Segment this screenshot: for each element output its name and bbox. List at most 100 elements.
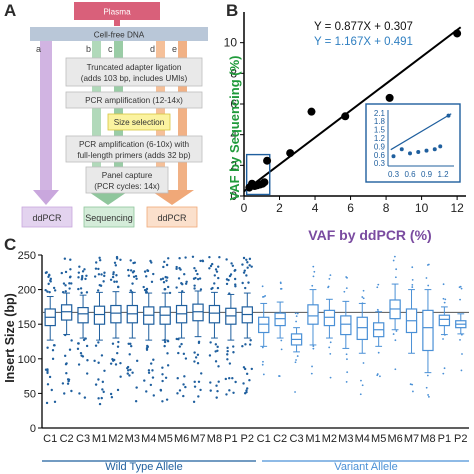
boxplot-box (110, 304, 122, 324)
boxplot-box (274, 312, 286, 327)
boxplot-outlier (97, 361, 100, 364)
boxplot-outlier (64, 290, 67, 293)
boxplot-outlier (53, 289, 57, 292)
boxplot-outlier (361, 296, 364, 298)
step-pcr-12-14-label: PCR amplification (12-14x) (85, 96, 183, 105)
panel-c-letter: C (4, 235, 16, 254)
boxplot-outlier (329, 353, 332, 355)
boxplot-outlier (242, 256, 246, 260)
boxplot-outlier (163, 260, 166, 264)
lane-a-arrowhead (33, 190, 59, 205)
inset-point (438, 144, 443, 149)
boxplot-outlier (68, 287, 71, 290)
scatter-x-tick-label: 10 (415, 201, 429, 215)
boxplot-outlier (178, 266, 181, 270)
boxplot-outlier (103, 274, 106, 278)
boxplot-outlier (161, 373, 164, 376)
boxplot-category-label: C2 (273, 433, 287, 445)
scatter-y-tick-label: 10 (224, 36, 238, 50)
boxplot-outlier (64, 363, 68, 366)
boxplot-outlier (278, 375, 281, 377)
boxplot-outlier (128, 353, 131, 356)
boxplot-outlier (163, 288, 166, 291)
boxplot-outlier (101, 380, 105, 384)
scatter-point (385, 93, 394, 102)
boxplot-outlier (225, 278, 229, 281)
boxplot-outlier (360, 379, 362, 382)
scatter-y-tick-label: 6 (230, 97, 237, 111)
step-pcr-full-line1: PCR amplification (6-10x) with (79, 140, 190, 149)
boxplot-outlier (210, 262, 214, 266)
boxplot-outlier (115, 274, 118, 277)
boxplot-outlier (177, 277, 181, 280)
boxplot-outlier (313, 270, 316, 273)
boxplot-category-label: P1 (224, 433, 237, 445)
boxplot-outlier (208, 354, 212, 357)
boxplot-outlier (392, 333, 395, 335)
inset-y-tick-label: 0.9 (374, 142, 386, 151)
boxplot-outlier (100, 273, 103, 276)
boxplot-outlier (296, 355, 299, 357)
boxplot-y-tick-label: 150 (18, 319, 36, 331)
boxplot-outlier (84, 277, 87, 281)
boxplot-outlier (112, 271, 115, 274)
boxplot-outlier (149, 259, 152, 263)
boxplot-y-tick-label: 100 (18, 354, 36, 366)
boxplot-outlier (209, 264, 213, 268)
boxplot-outlier (61, 382, 65, 385)
boxplot-category-label: M2 (108, 433, 123, 445)
boxplot-outlier (45, 401, 49, 405)
boxplot-outlier (329, 376, 332, 379)
boxplot-outlier (425, 386, 428, 389)
boxplot-outlier (182, 352, 186, 356)
boxplot-outlier (295, 320, 298, 323)
boxplot-outlier (245, 258, 248, 261)
boxplot-outlier (224, 377, 228, 381)
group-label-variant: Variant Allele (334, 461, 397, 473)
boxplot-category-label: M6 (174, 433, 189, 445)
boxplot-outlier (208, 255, 211, 259)
boxplot-outlier (226, 353, 229, 356)
boxplot-category-label: P2 (241, 433, 254, 445)
inset-point (432, 147, 437, 152)
output-ddpcr-left-label: ddPCR (32, 213, 62, 223)
boxplot-outlier (152, 394, 155, 397)
boxplot-outlier (131, 371, 134, 374)
boxplot-outlier (101, 388, 104, 391)
boxplot-outlier (96, 289, 100, 292)
inset-y-tick-label: 0.3 (374, 159, 386, 168)
boxplot-outlier (78, 392, 81, 395)
boxplot-outlier (442, 297, 445, 300)
inset-point (424, 148, 429, 153)
boxplot-outlier (216, 389, 219, 393)
boxplot-outlier (427, 394, 429, 396)
boxplot-outlier (49, 280, 52, 283)
scatter-x-tick-label: 6 (347, 201, 354, 215)
boxplot-outlier (161, 277, 165, 280)
boxplot-outlier (442, 372, 445, 375)
lane-bc-arrowhead (86, 190, 130, 205)
boxplot-outlier (241, 345, 244, 348)
boxplot-outlier (264, 295, 267, 297)
boxplot-outlier (103, 369, 106, 373)
boxplot-category-label: C2 (60, 433, 74, 445)
boxplot-box (438, 314, 451, 327)
boxplot-outlier (78, 265, 81, 268)
boxplot-outlier (444, 298, 447, 301)
lane-e (178, 41, 187, 191)
boxplot-outlier (460, 369, 463, 372)
lane-b-label: b (86, 44, 91, 54)
boxplot-outlier (135, 359, 139, 363)
boxplot-outlier (217, 380, 220, 383)
boxplot-outlier (376, 286, 379, 289)
boxplot-outlier (175, 286, 178, 289)
boxplot-outlier (111, 275, 115, 279)
boxplot-outlier (145, 287, 149, 291)
boxplot-outlier (143, 379, 146, 382)
boxplot-outlier (242, 366, 246, 369)
boxplot-outlier (151, 369, 154, 372)
scatter-point (286, 149, 295, 158)
boxplot-outlier (109, 278, 113, 281)
boxplot-outlier (127, 268, 130, 272)
